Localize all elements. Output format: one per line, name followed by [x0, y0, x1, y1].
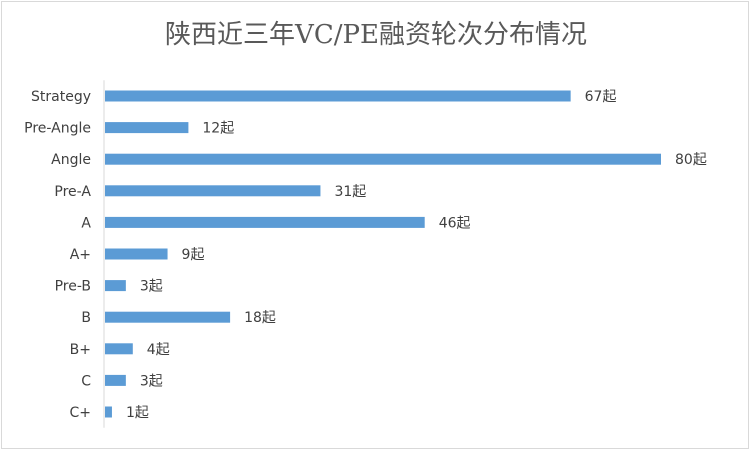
category-label: B: [81, 310, 91, 326]
data-label: 18起: [244, 310, 276, 326]
data-label: 46起: [439, 215, 471, 231]
category-label: C: [81, 373, 91, 389]
data-label: 3起: [140, 279, 163, 295]
bar: [105, 90, 571, 102]
category-label: C+: [69, 405, 91, 421]
data-label: 1起: [126, 405, 149, 421]
bar: [105, 343, 133, 355]
bar: [105, 153, 661, 165]
category-label: B+: [70, 342, 91, 358]
category-label: Strategy: [31, 89, 91, 105]
data-label: 67起: [585, 89, 617, 105]
bar: [105, 185, 321, 197]
bars-group: Strategy 67起 Pre-Angle 12起 Angle 80起 Pre-A 31起 A…: [24, 89, 707, 421]
data-label: 4起: [147, 342, 170, 358]
bar: [105, 216, 425, 228]
category-label: A+: [70, 247, 91, 263]
data-label: 80起: [675, 152, 707, 168]
bar: [105, 374, 126, 386]
bar: [105, 122, 189, 134]
category-label: Pre-A: [54, 184, 91, 200]
bar: [105, 311, 231, 323]
bar: [105, 280, 126, 292]
data-label: 31起: [334, 184, 366, 200]
data-label: 9起: [182, 247, 205, 263]
category-label: Pre-B: [55, 279, 91, 295]
data-label: 12起: [202, 121, 234, 137]
bar: [105, 248, 168, 260]
bar: [105, 406, 112, 418]
category-label: Pre-Angle: [24, 121, 91, 137]
category-label: Angle: [51, 152, 91, 168]
category-label: A: [81, 215, 91, 231]
data-label: 3起: [140, 373, 163, 389]
chart-title: 陕西近三年VC/PE融资轮次分布情况: [165, 20, 587, 50]
